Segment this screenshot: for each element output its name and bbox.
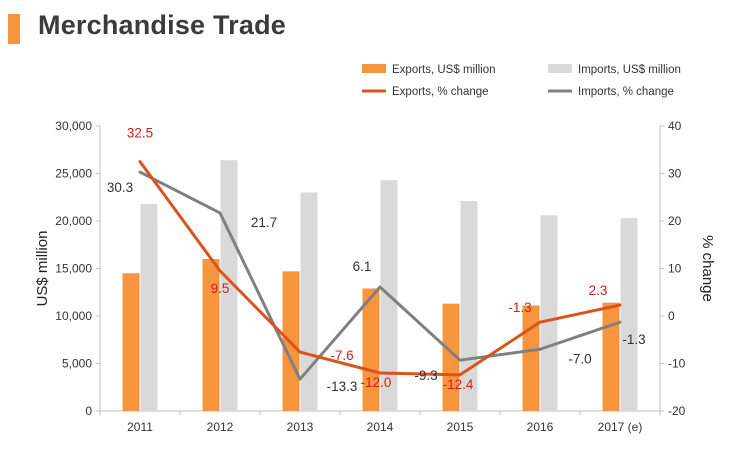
y-left-tick-label: 10,000 xyxy=(55,309,92,323)
x-tick-label: 2012 xyxy=(207,420,234,434)
legend-swatch-exports-bar xyxy=(362,64,386,73)
exports-bar xyxy=(442,303,460,411)
y-right-tick-label: 10 xyxy=(668,262,682,276)
imports-bar xyxy=(140,203,158,411)
imports-bar xyxy=(620,218,638,411)
y-left-tick-label: 5,000 xyxy=(62,357,92,371)
page-title: Merchandise Trade xyxy=(38,10,286,40)
exports-change-data-label: 32.5 xyxy=(127,126,153,141)
exports-bar xyxy=(202,259,220,411)
exports-change-data-label: -7.6 xyxy=(330,348,353,363)
y-right-tick-label: 0 xyxy=(668,309,675,323)
legend-label-exports-bar: Exports, US$ million xyxy=(392,64,496,76)
imports-bar xyxy=(300,192,318,411)
imports-change-data-label: -13.3 xyxy=(327,379,358,394)
x-tick-label: 2017 (e) xyxy=(598,420,643,434)
imports-change-line xyxy=(138,170,622,381)
exports-bar xyxy=(522,305,540,411)
imports-change-data-label: 6.1 xyxy=(353,259,372,274)
y-right-tick-label: -10 xyxy=(668,357,686,371)
exports-change-data-label: -12.0 xyxy=(361,375,392,390)
exports-change-data-label: -1.3 xyxy=(508,300,531,315)
x-tick-label: 2013 xyxy=(287,420,314,434)
title-accent-bar xyxy=(8,14,20,44)
y-left-tick-label: 30,000 xyxy=(55,119,92,133)
y-left-tick-label: 25,000 xyxy=(55,167,92,181)
exports-change-data-label: 9.5 xyxy=(211,281,230,296)
exports-change-data-label: 2.3 xyxy=(589,283,608,298)
legend-label-exports-line: Exports, % change xyxy=(392,86,489,98)
imports-change-data-label: -9.3 xyxy=(414,368,437,383)
imports-bar xyxy=(540,215,558,411)
legend-swatch-imports-bar xyxy=(548,64,572,73)
imports-change-data-label: 21.7 xyxy=(251,215,277,230)
x-tick-label: 2011 xyxy=(127,420,153,434)
exports-bar xyxy=(122,273,140,411)
y-right-tick-label: 40 xyxy=(668,119,682,133)
y-right-tick-label: 30 xyxy=(668,167,682,181)
imports-change-data-label: -1.3 xyxy=(622,332,645,347)
y-left-tick-label: 20,000 xyxy=(55,214,92,228)
y-right-tick-label: 20 xyxy=(668,214,682,228)
imports-change-data-label: 30.3 xyxy=(107,180,133,195)
y-left-axis-title: US$ million xyxy=(34,231,51,307)
y-right-tick-label: -20 xyxy=(668,404,686,418)
x-tick-label: 2016 xyxy=(527,420,554,434)
exports-change-line xyxy=(138,160,622,377)
y-right-axis-title: % change xyxy=(699,235,716,302)
imports-change-data-label: -7.0 xyxy=(568,351,591,366)
exports-bar xyxy=(602,302,620,411)
legend-label-imports-line: Imports, % change xyxy=(578,86,674,98)
exports-change-data-label: -12.4 xyxy=(443,377,474,392)
x-tick-label: 2014 xyxy=(367,420,394,434)
y-left-tick-label: 15,000 xyxy=(55,262,92,276)
legend-label-imports-bar: Imports, US$ million xyxy=(578,64,681,76)
exports-bar xyxy=(362,288,380,411)
x-tick-label: 2015 xyxy=(447,420,474,434)
y-left-tick-label: 0 xyxy=(85,404,92,418)
